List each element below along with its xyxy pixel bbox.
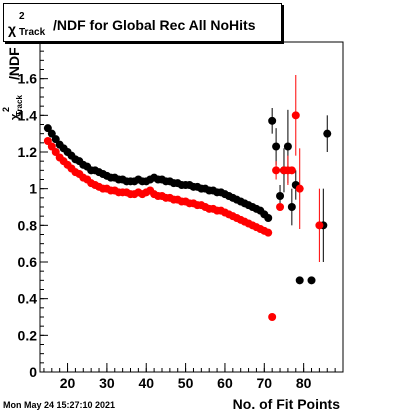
y-tick-label: 1.2 xyxy=(18,144,38,160)
plot-area: 0 0.2 0.4 0.6 0.8 1 1.2 1.4 1.6 20 30 40 50 60 70 80 xyxy=(18,41,344,391)
title-superscript: 2 xyxy=(19,11,25,22)
y-tick-label: 0.4 xyxy=(18,291,38,307)
x-tick-label: 80 xyxy=(296,375,312,391)
data-point-black xyxy=(287,203,296,211)
x-tick-label: 60 xyxy=(217,375,233,391)
y-tick-label: 1 xyxy=(29,181,37,197)
x-tick-label: 20 xyxy=(60,375,76,391)
data-point-red xyxy=(276,203,285,211)
x-tick-label: 30 xyxy=(99,375,115,391)
data-point-black xyxy=(268,116,277,125)
y-axis-label-ndf: /NDF xyxy=(6,47,22,80)
y-tick-label: 1.4 xyxy=(18,107,38,123)
timestamp: Mon May 24 15:27:10 2021 xyxy=(3,400,116,410)
data-point-red xyxy=(295,184,304,193)
y-tick-label: 1.6 xyxy=(18,71,38,87)
y-tick-label: 0.6 xyxy=(18,254,38,270)
x-tick-label: 40 xyxy=(138,375,154,391)
data-point-black xyxy=(283,142,292,151)
data-point-black xyxy=(323,129,332,138)
title-text: /NDF for Global Rec All NoHits xyxy=(53,17,256,33)
x-axis-label: No. of Fit Points xyxy=(232,396,340,412)
chart-title: χ 2 Track /NDF for Global Rec All NoHits xyxy=(3,3,282,42)
plot-frame xyxy=(39,41,344,373)
data-point-red xyxy=(287,166,296,175)
data-point-black xyxy=(307,276,316,285)
data-point-black xyxy=(272,142,281,151)
y-tick-label: 0.8 xyxy=(18,217,38,233)
data-point-red xyxy=(291,111,300,120)
data-point-red xyxy=(264,228,273,237)
data-point-red xyxy=(272,166,281,175)
y-axis-label-sup: 2 xyxy=(1,106,11,112)
title-chi-symbol: χ xyxy=(8,21,17,37)
y-tick-label: 0.2 xyxy=(18,327,38,343)
y-tick-label: 0 xyxy=(29,364,37,380)
data-point-black xyxy=(276,192,285,200)
x-tick-label: 50 xyxy=(178,375,194,391)
data-point-black xyxy=(264,214,273,222)
data-point-black xyxy=(295,276,304,285)
data-point-red xyxy=(315,221,324,230)
title-subscript: Track xyxy=(19,27,46,38)
data-point-red xyxy=(268,313,277,321)
x-tick-label: 70 xyxy=(257,375,273,391)
y-axis-label-sub: Track xyxy=(15,95,24,116)
